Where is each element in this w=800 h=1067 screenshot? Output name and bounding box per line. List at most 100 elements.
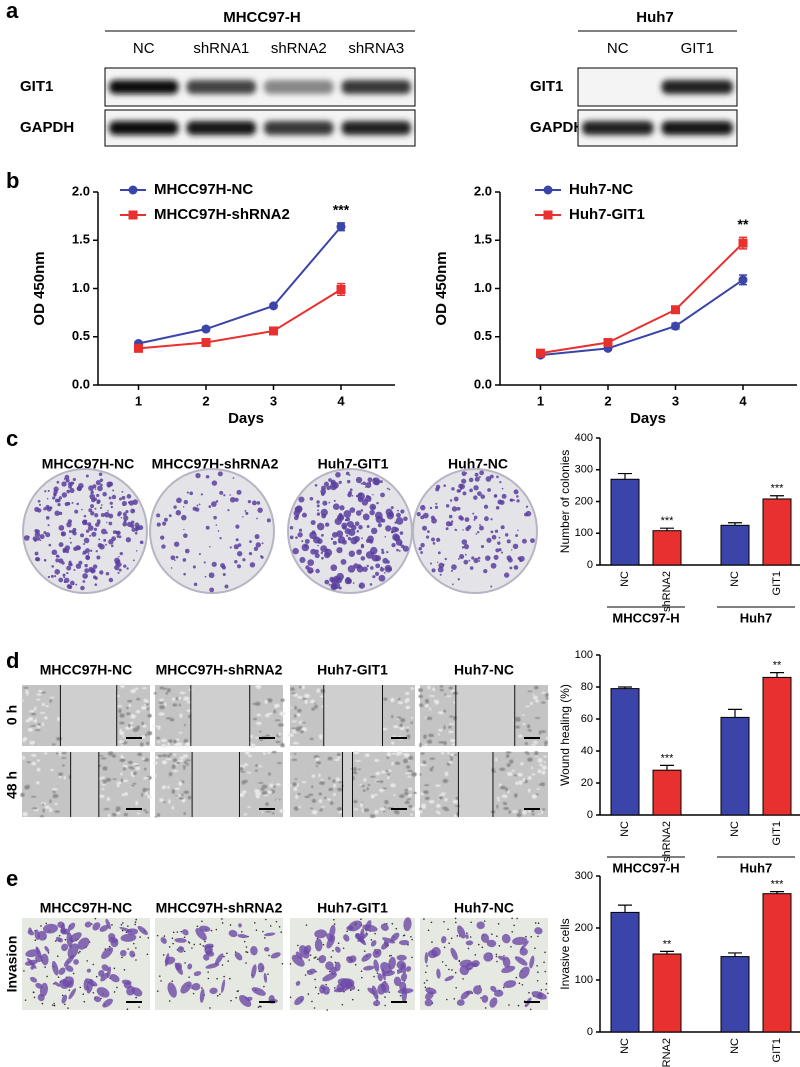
colony (174, 559, 176, 561)
cell (100, 781, 104, 784)
colony (316, 512, 321, 516)
cell (545, 693, 549, 698)
pore (135, 959, 137, 961)
cell (544, 742, 547, 747)
cell (133, 771, 137, 776)
cell (278, 732, 281, 737)
colony (109, 501, 113, 505)
pore (24, 999, 27, 1001)
y-tick-label: 2.0 (72, 183, 90, 198)
colony (132, 559, 135, 562)
colony (204, 575, 207, 578)
cell (293, 806, 299, 811)
colony (88, 508, 93, 513)
cell (498, 783, 502, 787)
colony (366, 524, 370, 529)
marker (134, 343, 143, 353)
series-line (540, 242, 744, 355)
invasive-cell (502, 956, 511, 968)
invasive-cell (221, 979, 226, 994)
colony (330, 537, 334, 541)
invasive-cell (264, 946, 270, 952)
cell (132, 782, 137, 785)
cell (130, 715, 136, 719)
colony (362, 566, 368, 572)
colony (477, 556, 481, 560)
wound-gap (70, 752, 99, 817)
cell (254, 736, 259, 739)
pore (230, 999, 232, 1002)
cell (102, 766, 108, 771)
pore (135, 996, 137, 999)
cell (531, 743, 537, 746)
cell (391, 761, 394, 766)
cell (505, 751, 512, 754)
colony (66, 565, 72, 571)
colony (468, 477, 474, 483)
pore (191, 947, 193, 949)
cell (405, 705, 411, 710)
colony (118, 568, 122, 572)
pore (453, 998, 456, 1000)
pore (333, 987, 336, 989)
colony (355, 476, 363, 484)
colony (57, 498, 61, 503)
colony (460, 487, 463, 491)
colony (431, 517, 437, 524)
colony (117, 511, 122, 516)
pore (528, 991, 530, 994)
cell (142, 687, 147, 690)
colony (509, 566, 513, 570)
cell (501, 794, 508, 799)
pore (385, 922, 388, 925)
pore (491, 933, 493, 936)
colony (366, 494, 370, 498)
cell (105, 777, 112, 782)
pore (223, 975, 225, 978)
invasive-cell (401, 986, 408, 1003)
cell (163, 801, 167, 803)
pore (209, 1007, 211, 1009)
pore (193, 943, 196, 946)
colony (462, 529, 464, 531)
cell (260, 787, 265, 791)
cell (419, 809, 423, 814)
colony (78, 560, 83, 565)
pore (135, 918, 138, 921)
cell (54, 803, 58, 806)
colony (195, 472, 201, 479)
cell (140, 705, 147, 710)
cell (275, 783, 282, 786)
invasive-cell (108, 933, 116, 940)
pore (374, 932, 376, 935)
colony (175, 509, 182, 516)
colony (96, 493, 100, 498)
cell (169, 752, 172, 757)
colony (313, 536, 321, 544)
invasive-cell (333, 986, 350, 993)
cell (403, 753, 408, 756)
colony (69, 563, 73, 567)
colony (395, 517, 404, 525)
pore (455, 986, 457, 989)
image-label: MHCC97H-NC (42, 456, 135, 472)
colony (80, 585, 85, 591)
cell (143, 698, 148, 703)
cell (128, 723, 131, 728)
colony (120, 516, 123, 519)
colony (394, 527, 399, 532)
colony (356, 529, 360, 533)
colony (400, 509, 405, 514)
cell (497, 799, 500, 802)
cell (144, 811, 149, 814)
colony (494, 529, 499, 533)
colony (260, 555, 264, 559)
pore (445, 998, 448, 1001)
colony (321, 485, 326, 491)
invasive-cell (490, 985, 497, 992)
pore (163, 935, 166, 937)
invasive-cell (322, 986, 330, 995)
cell (531, 794, 537, 799)
colony (354, 521, 360, 526)
